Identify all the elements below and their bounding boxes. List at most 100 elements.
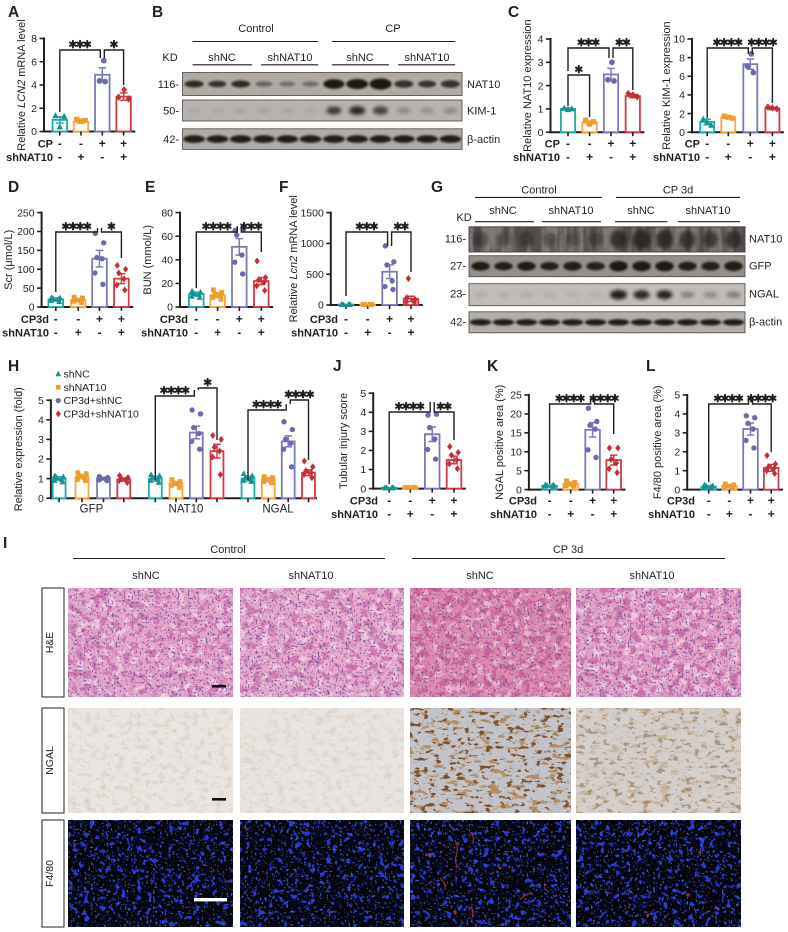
svg-text:1: 1 [674, 465, 680, 477]
svg-text:Scr (μmol/L): Scr (μmol/L) [3, 230, 15, 290]
svg-text:40: 40 [161, 255, 173, 267]
svg-text:+: + [429, 494, 436, 508]
svg-text:shNC: shNC [346, 52, 374, 64]
svg-text:β-actin: β-actin [749, 317, 782, 329]
svg-text:CP 3d: CP 3d [553, 544, 583, 556]
svg-text:F4/80: F4/80 [44, 860, 56, 887]
svg-text:50-: 50- [163, 106, 179, 118]
svg-text:shNAT10: shNAT10 [490, 509, 537, 521]
svg-text:+: + [726, 507, 733, 521]
svg-text:42-: 42- [450, 317, 466, 329]
svg-text:shNAT10: shNAT10 [6, 152, 53, 164]
svg-text:-: - [54, 326, 58, 340]
svg-text:-: - [237, 326, 241, 340]
svg-text:Control: Control [521, 185, 556, 197]
svg-text:shNAT10: shNAT10 [629, 570, 674, 582]
svg-text:-: - [609, 150, 613, 164]
svg-text:+: + [725, 150, 732, 164]
svg-text:G: G [431, 179, 443, 196]
svg-text:-: - [705, 150, 709, 164]
svg-text:5: 5 [516, 465, 522, 477]
svg-text:+: + [118, 312, 125, 326]
svg-text:shNAT10: shNAT10 [291, 328, 338, 340]
svg-text:20: 20 [510, 409, 522, 421]
svg-text:1000: 1000 [300, 238, 324, 250]
svg-text:CP3d: CP3d [21, 314, 49, 326]
svg-text:+: + [610, 494, 617, 508]
svg-text:shNAT10: shNAT10 [648, 509, 695, 521]
svg-text:+: + [450, 507, 457, 521]
svg-text:+: + [768, 494, 775, 508]
svg-text:+: + [258, 326, 265, 340]
svg-text:0: 0 [318, 300, 324, 312]
svg-text:80: 80 [161, 207, 173, 219]
svg-text:CP3d+shNAT10: CP3d+shNAT10 [64, 409, 140, 421]
svg-text:H&E: H&E [44, 632, 56, 654]
svg-text:CP3d: CP3d [310, 314, 338, 326]
svg-text:100: 100 [17, 264, 35, 276]
svg-text:+: + [364, 326, 371, 340]
svg-text:0: 0 [29, 302, 35, 314]
svg-text:-: - [569, 494, 573, 508]
svg-text:NGAL positive area (%): NGAL positive area (%) [494, 385, 506, 500]
svg-text:200: 200 [17, 226, 35, 238]
svg-text:KIM-1: KIM-1 [467, 106, 496, 118]
svg-text:-: - [707, 494, 711, 508]
svg-text:4: 4 [360, 407, 366, 419]
svg-text:3: 3 [38, 434, 44, 446]
svg-text:0: 0 [674, 484, 680, 496]
svg-text:-: - [194, 326, 198, 340]
svg-text:+: + [768, 507, 775, 521]
svg-text:27-: 27- [450, 261, 466, 273]
svg-text:4: 4 [31, 80, 37, 92]
svg-text:0: 0 [360, 483, 366, 495]
svg-text:-: - [98, 326, 102, 340]
svg-text:15: 15 [510, 428, 522, 440]
svg-text:-: - [588, 137, 592, 151]
svg-text:+: + [77, 150, 84, 164]
svg-text:+: + [747, 137, 754, 151]
svg-text:60: 60 [161, 231, 173, 243]
svg-text:-: - [388, 326, 392, 340]
svg-text:J: J [333, 358, 342, 375]
svg-text:CP: CP [385, 23, 400, 35]
svg-text:+: + [407, 312, 414, 326]
svg-text:-: - [344, 312, 348, 326]
svg-text:-: - [54, 312, 58, 326]
svg-text:4: 4 [674, 409, 680, 421]
svg-text:shNAT10: shNAT10 [288, 570, 333, 582]
svg-text:CP: CP [545, 139, 560, 151]
svg-text:Relative expression (fold): Relative expression (fold) [13, 387, 25, 511]
svg-text:+: + [118, 326, 125, 340]
svg-text:3: 3 [538, 57, 544, 69]
svg-text:-: - [548, 507, 552, 521]
svg-text:-: - [366, 312, 370, 326]
svg-text:0: 0 [679, 127, 685, 139]
svg-text:shNC: shNC [208, 52, 236, 64]
svg-text:+: + [75, 326, 82, 340]
svg-text:CP3d: CP3d [350, 496, 378, 508]
svg-text:KD: KD [162, 52, 177, 64]
svg-text:shNAT10: shNAT10 [141, 328, 188, 340]
svg-text:β-actin: β-actin [467, 134, 500, 146]
svg-text:4: 4 [38, 415, 44, 427]
svg-text:D: D [8, 179, 19, 196]
svg-text:shNC: shNC [132, 570, 160, 582]
svg-text:-: - [387, 507, 391, 521]
svg-text:E: E [145, 179, 155, 196]
svg-text:+: + [629, 150, 636, 164]
svg-text:+: + [258, 312, 265, 326]
svg-text:shNAT10: shNAT10 [267, 52, 312, 64]
svg-text:L: L [646, 358, 655, 375]
svg-text:-: - [566, 137, 570, 151]
svg-text:5: 5 [674, 390, 680, 402]
svg-text:-: - [79, 137, 83, 151]
svg-text:CP: CP [685, 139, 700, 151]
svg-text:I: I [3, 535, 7, 552]
svg-text:B: B [152, 4, 163, 21]
svg-text:shNAT10: shNAT10 [404, 52, 449, 64]
svg-text:+: + [214, 326, 221, 340]
svg-text:Tubular injury score: Tubular injury score [338, 393, 350, 489]
svg-text:-: - [76, 312, 80, 326]
svg-text:8: 8 [679, 52, 685, 64]
